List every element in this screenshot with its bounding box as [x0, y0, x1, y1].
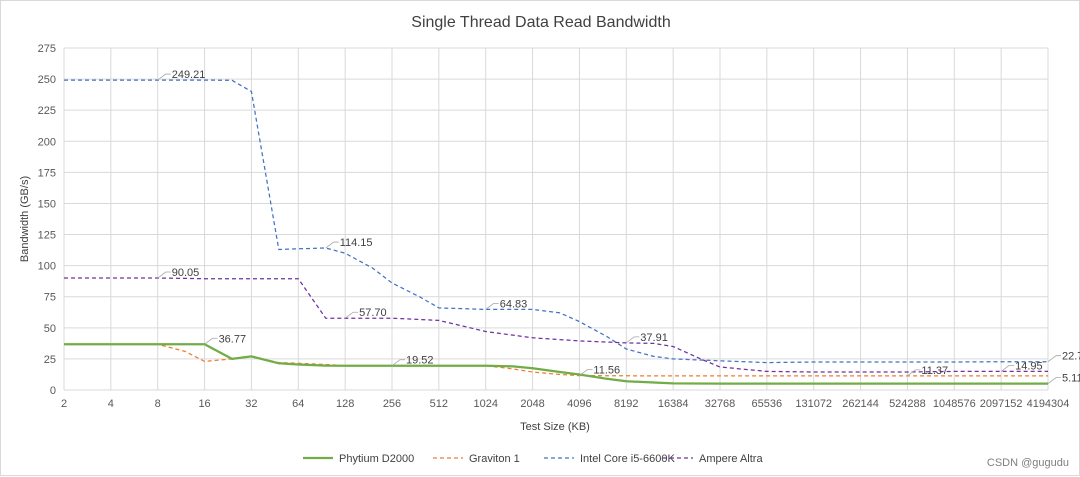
y-tick-label: 0 [50, 385, 56, 397]
data-label-leader [157, 73, 171, 81]
data-label-leader [1047, 355, 1061, 363]
data-label-leader [157, 271, 171, 279]
y-tick-label: 75 [44, 292, 56, 304]
x-tick-label: 4096 [567, 398, 591, 410]
x-tick-label: 4 [108, 398, 114, 410]
x-tick-label: 32 [245, 398, 257, 410]
y-tick-label: 225 [38, 105, 56, 117]
data-label: 90.05 [172, 267, 200, 279]
legend-label-phytium-d2000: Phytium D2000 [339, 453, 414, 465]
x-axis-ticks: 2 4 8 16 32 64 128 256 512 1024 2048 4096 8192 16384 3… [61, 398, 1069, 410]
x-tick-label: 16 [198, 398, 210, 410]
legend-label-intel-core-i5-6600k: Intel Core i5-6600K [580, 453, 675, 465]
data-label: 11.37 [921, 365, 948, 377]
y-tick-label: 150 [38, 198, 56, 210]
y-tick-label: 25 [44, 354, 56, 366]
data-label: 19.52 [406, 355, 434, 367]
data-label: 249.21 [172, 69, 206, 81]
x-tick-label: 2 [61, 398, 67, 410]
y-tick-label: 50 [44, 323, 56, 335]
x-tick-label: 1048576 [933, 398, 976, 410]
legend-label-graviton-1: Graviton 1 [469, 453, 520, 465]
data-label-leader [391, 359, 405, 367]
series-lines [64, 79, 1048, 385]
gridlines [63, 47, 1049, 391]
data-label: 114.15 [340, 237, 373, 249]
chart-title: Single Thread Data Read Bandwidth [411, 14, 670, 31]
data-label: 36.77 [219, 333, 247, 345]
x-tick-label: 4194304 [1027, 398, 1070, 410]
data-label: 11.56 [593, 365, 620, 377]
x-tick-label: 256 [383, 398, 401, 410]
legend: Phytium D2000 Graviton 1 Intel Core i5-660… [303, 453, 763, 465]
x-tick-label: 16384 [658, 398, 689, 410]
x-tick-label: 65536 [752, 398, 783, 410]
data-label-leader [485, 302, 499, 310]
watermark: CSDN @gugudu [987, 457, 1069, 469]
legend-label-ampere-altra: Ampere Altra [699, 453, 763, 465]
x-tick-label: 128 [336, 398, 354, 410]
data-label-leader [579, 369, 593, 376]
x-tick-label: 8192 [614, 398, 638, 410]
data-label-leader [325, 241, 339, 249]
y-tick-label: 100 [38, 261, 56, 273]
data-label: 14.95 [1015, 360, 1043, 372]
series-line-intel-core-i5-6600k [64, 79, 1048, 364]
x-tick-label: 512 [430, 398, 448, 410]
y-axis-title: Bandwidth (GB/s) [19, 176, 31, 262]
data-label: 22.76 [1062, 351, 1080, 363]
y-axis-ticks: 0 25 50 75 100 125 150 175 200 225 250 275 [38, 43, 56, 397]
x-tick-label: 8 [155, 398, 161, 410]
data-labels: 249.21 114.15 90.05 57.70 36.77 19.52 64.83 37.… [157, 69, 1080, 385]
data-label-leader [344, 311, 359, 319]
y-tick-label: 125 [38, 230, 56, 242]
data-label-leader [1000, 365, 1015, 372]
x-tick-label: 2048 [520, 398, 544, 410]
x-tick-label: 2097152 [980, 398, 1023, 410]
x-axis-title: Test Size (KB) [520, 421, 590, 433]
y-tick-label: 250 [38, 74, 56, 86]
data-label-leader [626, 336, 640, 344]
series-line-ampere-altra [64, 277, 1048, 373]
x-tick-label: 262144 [842, 398, 879, 410]
x-tick-label: 524288 [889, 398, 926, 410]
series-line-graviton-1 [64, 343, 1048, 377]
y-tick-label: 175 [38, 167, 56, 179]
x-tick-label: 131072 [795, 398, 832, 410]
data-label: 5.11 [1062, 373, 1080, 385]
y-tick-label: 275 [38, 43, 56, 55]
x-tick-label: 32768 [705, 398, 736, 410]
data-label: 37.91 [640, 332, 668, 344]
data-label-leader [204, 337, 218, 345]
data-label-leader [907, 369, 921, 377]
x-tick-label: 64 [292, 398, 304, 410]
y-tick-label: 200 [38, 136, 56, 148]
data-label: 64.83 [500, 298, 528, 310]
data-label-leader [1047, 377, 1061, 384]
series-line-phytium-d2000 [64, 343, 1048, 385]
x-tick-label: 1024 [473, 398, 497, 410]
data-label: 57.70 [359, 307, 387, 319]
